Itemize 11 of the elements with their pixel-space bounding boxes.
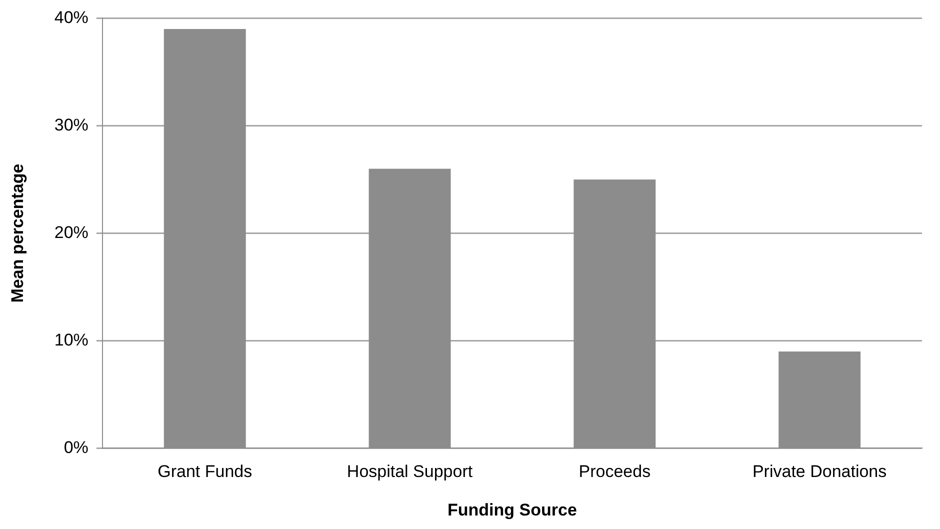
x-tick-label: Proceeds bbox=[578, 462, 651, 482]
y-tick-label: 40% bbox=[54, 8, 88, 27]
x-tick-label: Private Donations bbox=[752, 462, 887, 482]
y-axis-title: Mean percentage bbox=[8, 164, 27, 303]
x-tick-label: Hospital Support bbox=[346, 462, 473, 482]
x-axis-title: Funding Source bbox=[448, 500, 577, 520]
y-tick-label: 10% bbox=[54, 330, 88, 350]
y-tick-label: 30% bbox=[54, 115, 88, 134]
y-tick-label: 20% bbox=[54, 222, 88, 242]
y-tick-label: 0% bbox=[64, 438, 88, 457]
x-tick-label: Grant Funds bbox=[158, 462, 252, 482]
